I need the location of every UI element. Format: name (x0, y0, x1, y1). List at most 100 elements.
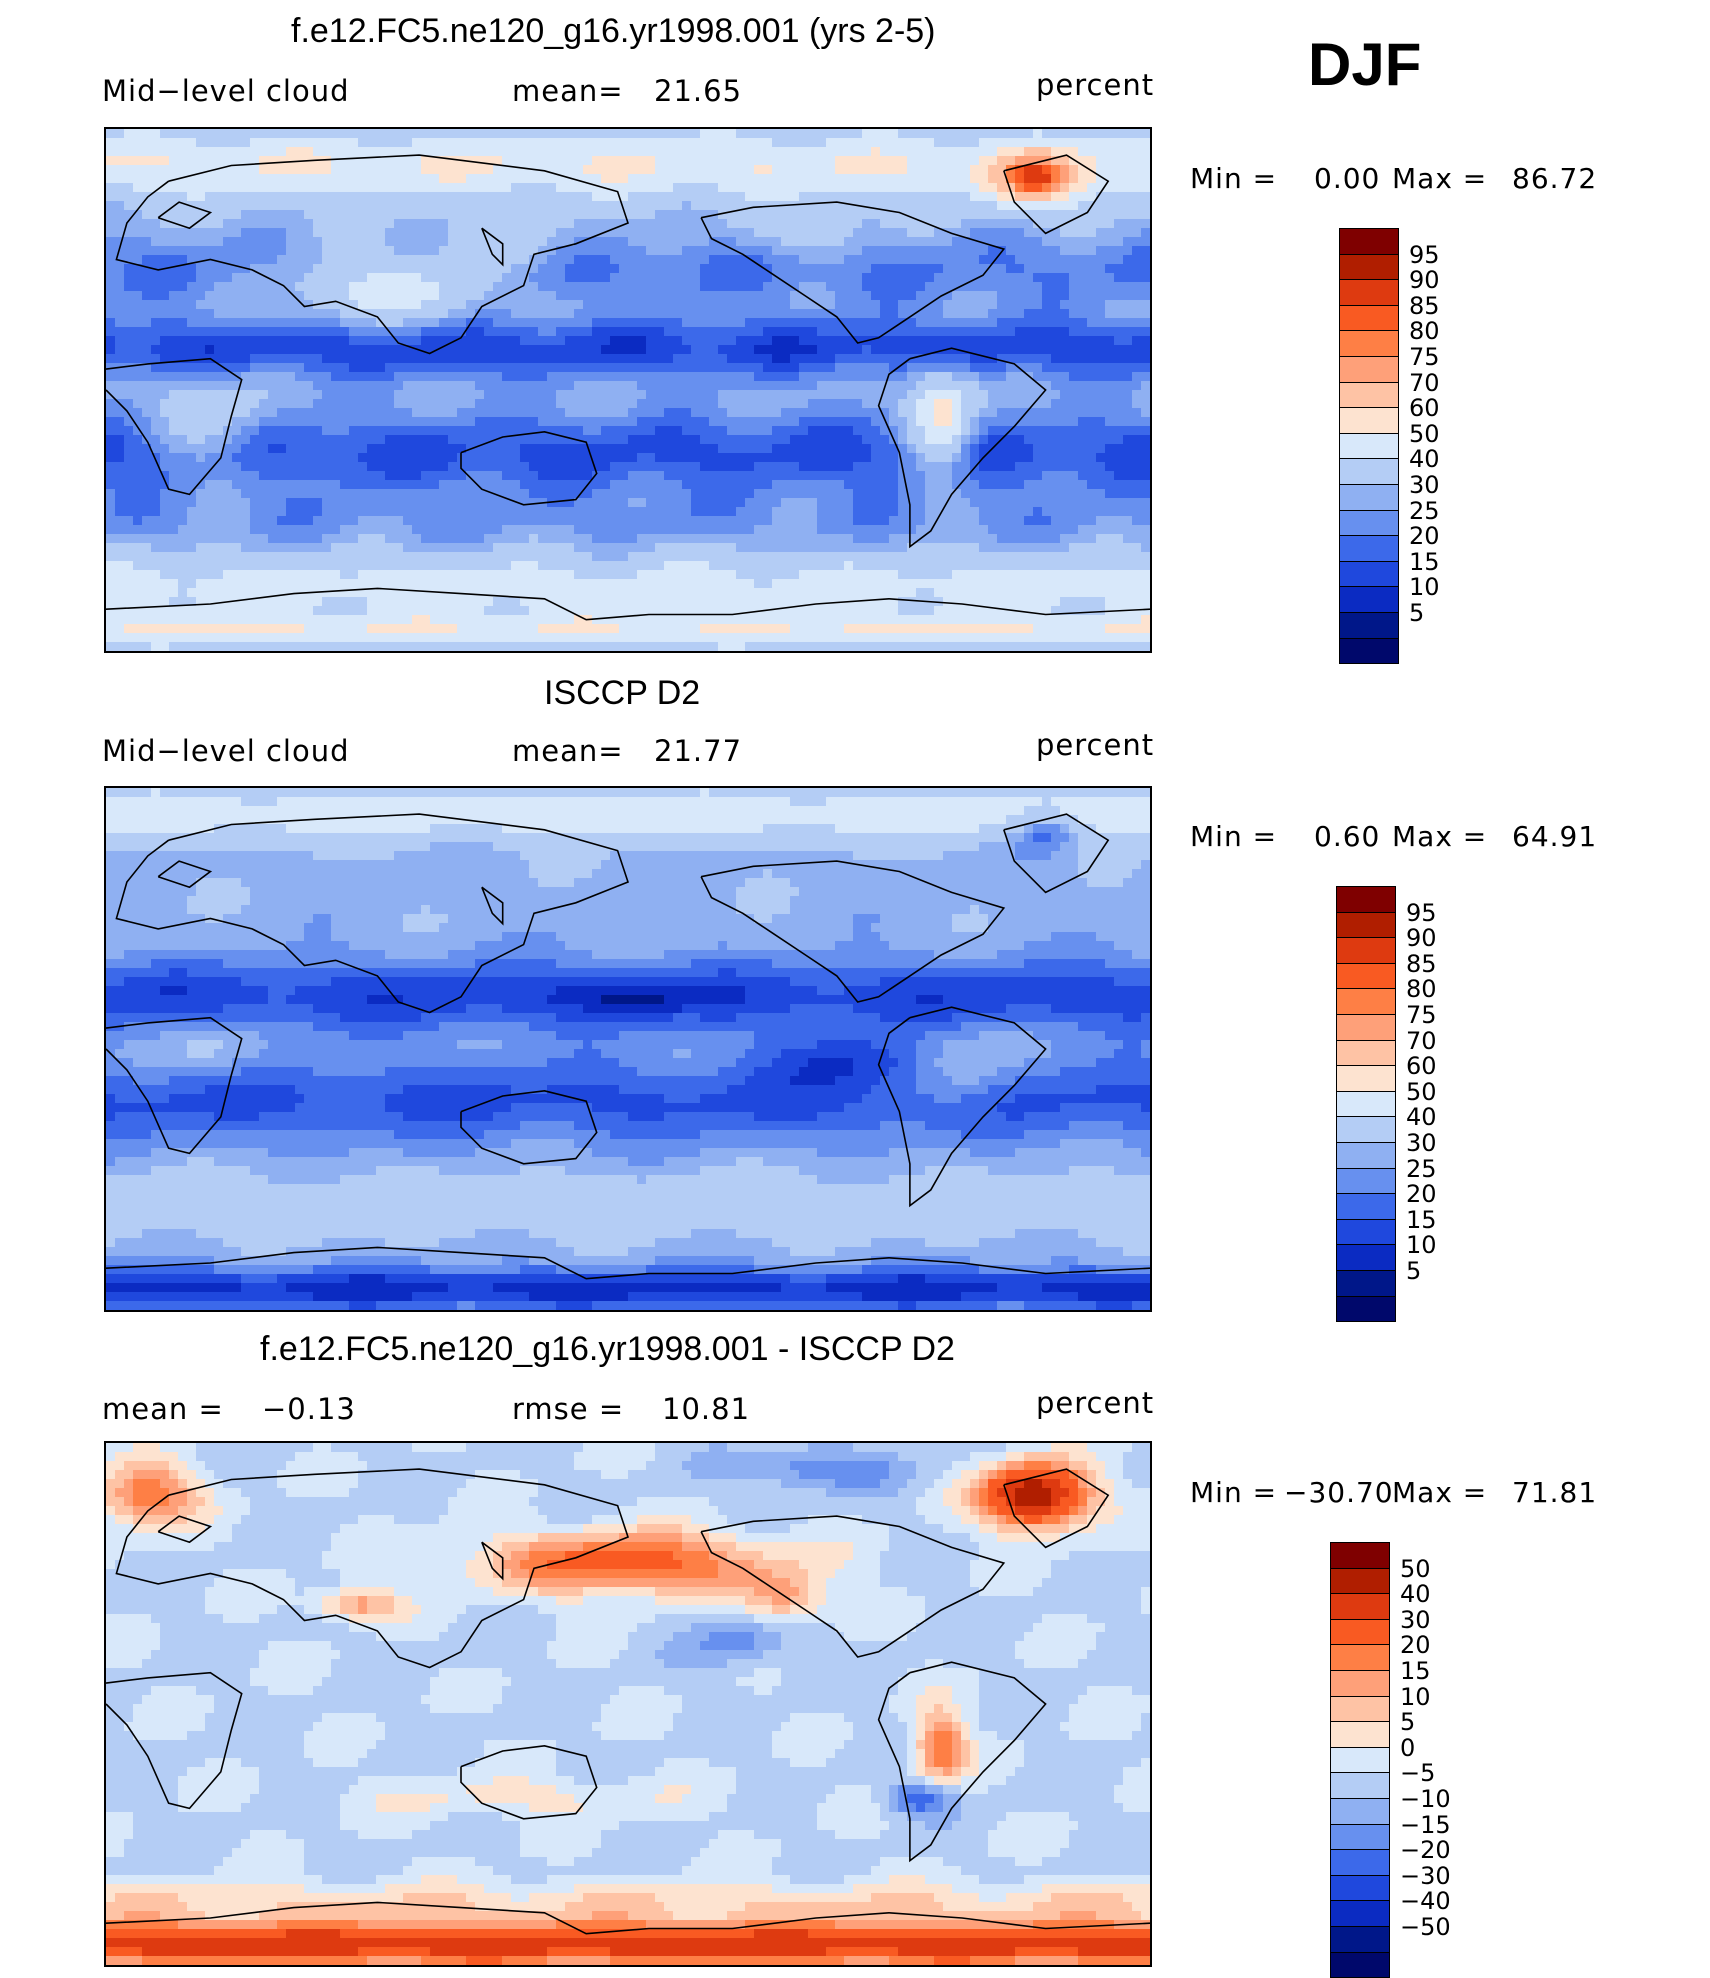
colorbar-tick-label: 5 (1400, 1708, 1415, 1736)
panel-model-title: f.e12.FC5.ne120_g16.yr1998.001 (yrs 2-5) (291, 12, 936, 51)
panel-diff-map (104, 1441, 1152, 1967)
panel-diff-min-label: Min = (1190, 1476, 1277, 1509)
colorbar-swatch (1330, 1721, 1390, 1748)
colorbar-swatch (1330, 1747, 1390, 1774)
panel-diff-title: f.e12.FC5.ne120_g16.yr1998.001 - ISCCP D… (260, 1330, 955, 1369)
colorbar-swatch (1339, 305, 1399, 332)
colorbar-tick-label: 70 (1409, 369, 1440, 397)
colorbar-tick-label: −30 (1400, 1862, 1451, 1890)
colorbar-swatch (1336, 963, 1396, 990)
colorbar-swatch (1339, 586, 1399, 613)
colorbar-tick-label: 80 (1409, 317, 1440, 345)
colorbar-swatch (1339, 535, 1399, 562)
panel-obs-max-label: Max = (1392, 820, 1487, 853)
panel-model-map (104, 127, 1152, 653)
colorbar-swatch (1339, 458, 1399, 485)
colorbar-swatch (1330, 1849, 1390, 1876)
colorbar-tick-label: 85 (1406, 950, 1437, 978)
colorbar-tick-label: 70 (1406, 1027, 1437, 1055)
season-label: DJF (1308, 30, 1421, 99)
colorbar-swatch (1339, 407, 1399, 434)
colorbar-tick-label: 40 (1406, 1103, 1437, 1131)
colorbar-swatch (1330, 1798, 1390, 1825)
colorbar-tick-label: 90 (1409, 266, 1440, 294)
panel-obs-mean-label: mean= (512, 734, 624, 768)
colorbar-swatch (1339, 612, 1399, 639)
colorbar-tick-label: 80 (1406, 975, 1437, 1003)
colorbar-swatch (1336, 1244, 1396, 1271)
colorbar-tick-label: −10 (1400, 1785, 1451, 1813)
colorbar-tick-label: 20 (1409, 522, 1440, 550)
panel-diff-min-value: −30.70 (1284, 1476, 1394, 1509)
colorbar-tick-label: 50 (1406, 1078, 1437, 1106)
colorbar-swatch (1336, 1142, 1396, 1169)
colorbar-swatch (1339, 228, 1399, 255)
panel-model-variable: Mid−level cloud (102, 74, 350, 108)
panel-diff-max-label: Max = (1392, 1476, 1487, 1509)
colorbar-tick-label: 60 (1406, 1052, 1437, 1080)
colorbar-tick-label: 60 (1409, 394, 1440, 422)
colorbar-tick-label: 90 (1406, 924, 1437, 952)
colorbar-tick-label: −20 (1400, 1836, 1451, 1864)
panel-diff-units: percent (1036, 1386, 1154, 1420)
colorbar-tick-label: 10 (1400, 1683, 1431, 1711)
panel-obs-min-value: 0.60 (1314, 820, 1380, 853)
colorbar-swatch (1339, 356, 1399, 383)
colorbar-tick-label: 10 (1406, 1231, 1437, 1259)
colorbar-swatch (1330, 1772, 1390, 1799)
colorbar-tick-label: 50 (1400, 1555, 1431, 1583)
colorbar-swatch (1330, 1542, 1390, 1569)
colorbar-swatch (1330, 1875, 1390, 1902)
colorbar-swatch (1330, 1696, 1390, 1723)
panel-obs-mean-value: 21.77 (654, 734, 742, 768)
panel-diff-max-value: 71.81 (1512, 1476, 1597, 1509)
colorbar-tick-label: 40 (1400, 1580, 1431, 1608)
colorbar-tick-label: 25 (1409, 497, 1440, 525)
panel-obs-min-label: Min = (1190, 820, 1277, 853)
colorbar-swatch (1336, 1168, 1396, 1195)
colorbar-swatch (1339, 484, 1399, 511)
colorbar-tick-label: 15 (1400, 1657, 1431, 1685)
panel-diff-rmse-value: 10.81 (662, 1392, 750, 1426)
colorbar-swatch (1339, 638, 1399, 665)
colorbar-swatch (1339, 561, 1399, 588)
panel-diff-mean-label: mean = (102, 1392, 224, 1426)
colorbar-swatch (1339, 254, 1399, 281)
colorbar-tick-label: 85 (1409, 292, 1440, 320)
colorbar-swatch (1339, 330, 1399, 357)
panel-diff-rmse-label: rmse = (512, 1392, 624, 1426)
contour-map (106, 788, 1150, 1310)
contour-map (106, 129, 1150, 651)
colorbar-swatch (1336, 1091, 1396, 1118)
colorbar-tick-label: 95 (1409, 241, 1440, 269)
colorbar-swatch (1336, 886, 1396, 913)
colorbar-swatch (1336, 1193, 1396, 1220)
colorbar-swatch (1336, 1270, 1396, 1297)
colorbar-swatch (1330, 1619, 1390, 1646)
colorbar-tick-label: 5 (1409, 599, 1424, 627)
colorbar-tick-label: 5 (1406, 1257, 1421, 1285)
colorbar-tick-label: −15 (1400, 1811, 1451, 1839)
panel-obs-title: ISCCP D2 (544, 674, 700, 713)
panel-obs-variable: Mid−level cloud (102, 734, 350, 768)
colorbar-tick-label: 30 (1400, 1606, 1431, 1634)
panel-model-units: percent (1036, 68, 1154, 102)
panel-model-mean-value: 21.65 (654, 74, 742, 108)
colorbar-tick-label: 50 (1409, 420, 1440, 448)
colorbar-swatch (1336, 1219, 1396, 1246)
colorbar-swatch (1330, 1900, 1390, 1927)
colorbar-tick-label: −40 (1400, 1887, 1451, 1915)
colorbar-tick-label: 15 (1406, 1206, 1437, 1234)
panel-model-max-label: Max = (1392, 162, 1487, 195)
panel-model-min-label: Min = (1190, 162, 1277, 195)
colorbar-swatch (1336, 912, 1396, 939)
panel-model-max-value: 86.72 (1512, 162, 1597, 195)
colorbar-tick-label: 75 (1406, 1001, 1437, 1029)
colorbar-swatch (1336, 1116, 1396, 1143)
panel-obs-max-value: 64.91 (1512, 820, 1597, 853)
colorbar-tick-label: 75 (1409, 343, 1440, 371)
panel-diff-mean-value: −0.13 (262, 1392, 356, 1426)
contour-map (106, 1443, 1150, 1965)
panel-obs-map (104, 786, 1152, 1312)
colorbar-swatch (1330, 1926, 1390, 1953)
